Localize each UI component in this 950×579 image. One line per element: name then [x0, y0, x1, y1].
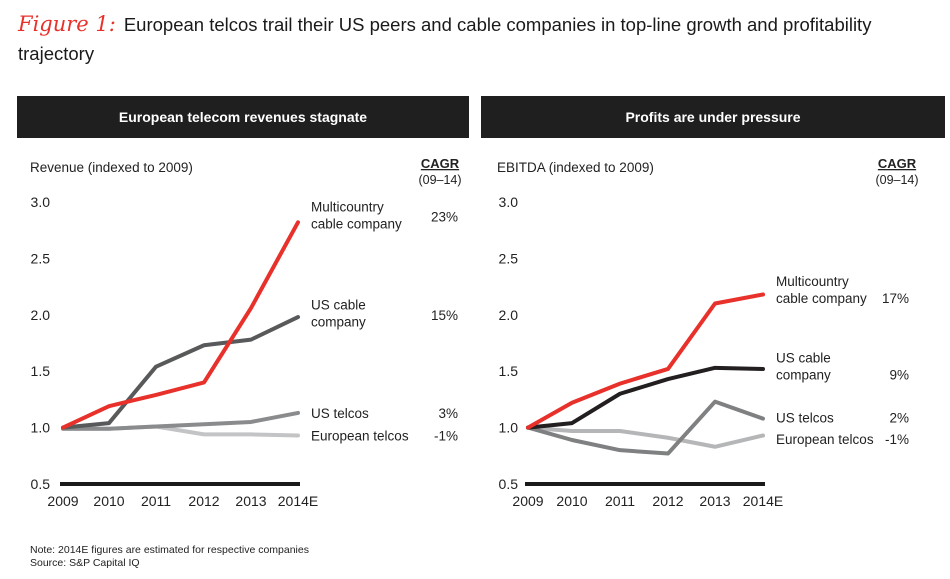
series-line: [526, 365, 765, 430]
cagr-header: CAGR: [421, 156, 460, 171]
x-tick-label: 2012: [188, 493, 219, 509]
y-tick-label: 1.5: [499, 363, 519, 379]
left-panel-header: European telecom revenues stagnate: [17, 96, 469, 138]
y-tick-label: 1.0: [499, 420, 519, 436]
y-tick-label: 3.0: [499, 194, 519, 210]
y-tick-label: 1.0: [31, 420, 51, 436]
series-label: company: [776, 368, 831, 383]
y-tick-label: 2.5: [31, 250, 51, 266]
cagr-value: 15%: [431, 308, 458, 323]
series-line: [61, 315, 300, 430]
source-note: Source: S&P Capital IQ: [30, 557, 140, 569]
cagr-value: 2%: [889, 410, 909, 425]
cagr-value: -1%: [434, 428, 458, 443]
series-label: US telcos: [311, 406, 369, 421]
footnotes: Note: 2014E figures are estimated for re…: [30, 544, 309, 570]
series-line: [526, 399, 765, 456]
series-label: US cable: [311, 298, 366, 313]
x-tick-label: 2010: [556, 493, 587, 509]
series-label: cable company: [776, 291, 867, 306]
cagr-value: 23%: [431, 210, 458, 225]
series-label: European telcos: [311, 428, 409, 443]
x-tick-label: 2013: [235, 493, 266, 509]
figure-title: Figure 1: European telcos trail their US …: [18, 10, 943, 68]
series-line: [61, 220, 300, 430]
series-line: [61, 410, 300, 431]
figure-label: Figure 1:: [18, 12, 116, 36]
series-label: cable company: [311, 217, 402, 232]
cagr-value: -1%: [885, 432, 909, 447]
y-tick-label: 2.5: [499, 250, 519, 266]
y-tick-label: 2.0: [31, 307, 51, 323]
series-line: [526, 292, 765, 430]
x-tick-label: 2011: [141, 493, 171, 509]
series-label: US telcos: [776, 410, 834, 425]
x-tick-label: 2012: [652, 493, 683, 509]
x-tick-label: 2011: [605, 493, 635, 509]
series-line: [526, 425, 765, 449]
x-tick-label: 2014E: [278, 493, 318, 509]
y-tick-label: 1.5: [31, 363, 51, 379]
right-panel-header: Profits are under pressure: [481, 96, 945, 138]
y-axis-label: Revenue (indexed to 2009): [30, 160, 193, 175]
cagr-period: (09–14): [418, 173, 461, 187]
series-label: Multicountry: [776, 274, 849, 289]
y-tick-label: 3.0: [31, 194, 51, 210]
footnote: Note: 2014E figures are estimated for re…: [30, 544, 309, 556]
cagr-period: (09–14): [875, 173, 918, 187]
right-panel-title: Profits are under pressure: [625, 109, 801, 125]
y-tick-label: 0.5: [499, 476, 519, 492]
x-tick-label: 2009: [47, 493, 78, 509]
figure-title-text: European telcos trail their US peers and…: [18, 14, 872, 64]
x-tick-label: 2009: [512, 493, 543, 509]
series-label: Multicountry: [311, 200, 384, 215]
y-axis-label: EBITDA (indexed to 2009): [497, 160, 654, 175]
x-tick-label: 2014E: [743, 493, 783, 509]
cagr-value: 9%: [889, 368, 909, 383]
x-tick-label: 2010: [93, 493, 124, 509]
series-label: European telcos: [776, 432, 874, 447]
cagr-header: CAGR: [878, 156, 917, 171]
y-tick-label: 0.5: [31, 476, 51, 492]
series-label: company: [311, 315, 366, 330]
y-tick-label: 2.0: [499, 307, 519, 323]
left-panel-title: European telecom revenues stagnate: [118, 109, 368, 125]
cagr-value: 3%: [438, 406, 458, 421]
x-tick-label: 2013: [699, 493, 730, 509]
series-label: US cable: [776, 351, 831, 366]
cagr-value: 17%: [882, 291, 909, 306]
